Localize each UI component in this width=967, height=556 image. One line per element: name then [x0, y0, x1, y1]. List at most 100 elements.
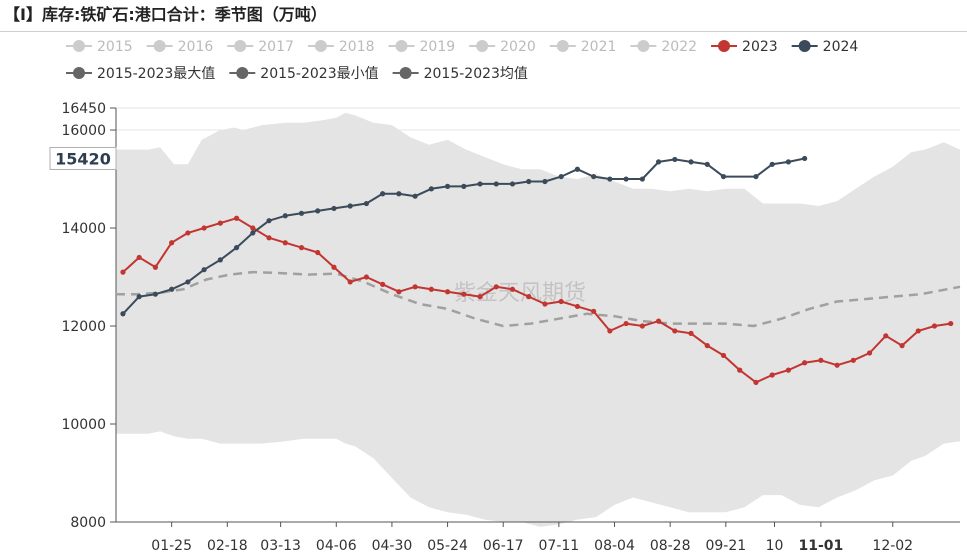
- data-point-2023: [185, 230, 191, 236]
- legend-label-2020: 2020: [500, 39, 536, 55]
- data-point-2024: [493, 181, 499, 187]
- data-point-2023: [136, 254, 142, 261]
- x-tick-label-03-13: 03-13: [260, 538, 301, 554]
- data-point-2023: [315, 249, 321, 256]
- legend-item-2018[interactable]: 2018: [307, 39, 375, 55]
- data-point-2023: [785, 367, 792, 373]
- legend-marker-2016: [153, 40, 166, 52]
- data-point-2023: [883, 333, 889, 339]
- data-point-2024: [769, 161, 775, 167]
- data-point-2024: [509, 181, 516, 187]
- legend-marker-2023: [718, 40, 731, 52]
- legend-item-2015-2023[interactable]: 2015-2023均值: [392, 66, 528, 82]
- data-point-2024: [380, 191, 386, 197]
- legend-item-2020[interactable]: 2020: [469, 39, 536, 55]
- legend: 2015 2016 2017 2018 2019 2020 2021 2022 2023 2024…: [66, 39, 858, 82]
- data-point-2023: [948, 320, 954, 327]
- legend-label-2019: 2019: [420, 39, 456, 55]
- legend-item-2015-2023[interactable]: 2015-2023最小值: [229, 66, 379, 82]
- legend-label-2015-2023: 2015-2023均值: [424, 66, 528, 82]
- legend-label-2024: 2024: [823, 39, 859, 55]
- legend-marker-2024: [798, 40, 811, 52]
- y-pointer-label: 15420: [55, 149, 111, 168]
- data-point-2023: [607, 328, 613, 334]
- series-line-2023: [122, 217, 951, 384]
- legend-marker-2018: [314, 40, 327, 52]
- legend-marker-2015-2023: [73, 67, 85, 79]
- data-point-2024: [720, 173, 727, 180]
- data-point-2024: [298, 210, 305, 216]
- data-point-2023: [899, 343, 905, 349]
- legend-label-2022: 2022: [661, 39, 697, 55]
- data-point-2023: [298, 245, 305, 251]
- legend-label-2017: 2017: [258, 39, 294, 55]
- data-point-2023: [266, 235, 272, 241]
- data-point-2024: [201, 267, 207, 273]
- legend-item-2017[interactable]: 2017: [227, 39, 294, 55]
- legend-label-2015-2023: 2015-2023最大值: [97, 66, 215, 82]
- chart-title: 【I】库存:铁矿石:港口合计：季节图（万吨）: [4, 5, 327, 24]
- legend-item-2024[interactable]: 2024: [791, 39, 859, 55]
- legend-label-2015-2023: 2015-2023最小值: [260, 66, 378, 82]
- data-point-2024: [315, 208, 321, 214]
- data-point-2024: [558, 173, 564, 180]
- data-point-2023: [477, 294, 483, 300]
- data-point-2023: [574, 303, 581, 310]
- data-point-2024: [655, 159, 662, 165]
- data-point-2023: [818, 357, 824, 363]
- y-tick-label-8000: 8000: [70, 515, 106, 531]
- data-point-2024: [802, 155, 808, 162]
- legend-marker-2015-2023: [399, 67, 412, 79]
- series-line-average: [116, 270, 961, 328]
- legend-item-2015[interactable]: 2015: [66, 39, 133, 55]
- legend-label-2023: 2023: [742, 39, 778, 55]
- legend-item-2015-2023[interactable]: 2015-2023最大值: [66, 66, 215, 82]
- y-tick-label-16450: 16450: [61, 101, 106, 117]
- data-point-2023: [509, 286, 516, 292]
- data-point-2024: [753, 173, 759, 180]
- data-point-2023: [720, 352, 727, 359]
- data-point-2023: [769, 372, 775, 378]
- data-point-2023: [380, 281, 386, 287]
- data-point-2023: [282, 240, 288, 246]
- data-point-2024: [120, 311, 126, 317]
- data-point-2023: [493, 284, 499, 290]
- data-point-2024: [396, 191, 402, 197]
- data-point-2024: [704, 161, 710, 167]
- data-point-2023: [704, 343, 710, 349]
- legend-item-2023[interactable]: 2023: [711, 39, 778, 55]
- legend-item-2016[interactable]: 2016: [146, 39, 214, 55]
- data-point-2024: [169, 286, 175, 292]
- data-point-2023: [347, 279, 353, 285]
- data-point-2023: [915, 328, 921, 334]
- legend-item-2021[interactable]: 2021: [549, 39, 617, 55]
- x-tick-label-04-06: 04-06: [316, 538, 357, 554]
- data-point-2023: [428, 286, 434, 292]
- data-point-2023: [834, 362, 840, 368]
- data-point-2023: [802, 360, 808, 366]
- data-point-2023: [591, 308, 597, 314]
- data-point-2023: [688, 330, 694, 336]
- data-point-2024: [185, 279, 191, 285]
- data-point-2024: [412, 193, 418, 199]
- data-point-2023: [753, 379, 759, 385]
- x-tick-label-05-24: 05-24: [427, 538, 468, 554]
- legend-item-2022[interactable]: 2022: [630, 39, 697, 55]
- y-axis-pointer: 15420: [49, 146, 117, 170]
- data-point-2023: [623, 320, 629, 327]
- max-min-band: [116, 112, 960, 527]
- data-point-2023: [169, 240, 175, 246]
- legend-item-2019[interactable]: 2019: [388, 39, 456, 55]
- y-pointer-box: [49, 146, 117, 170]
- series-lines: [116, 155, 961, 385]
- data-point-2023: [120, 269, 126, 275]
- legend-marker-2020: [476, 40, 489, 52]
- data-point-2023: [639, 323, 645, 329]
- legend-marker-2015-2023: [236, 67, 249, 79]
- data-point-2023: [217, 220, 223, 226]
- data-point-2023: [866, 350, 873, 356]
- data-point-2023: [233, 215, 240, 221]
- legend-marker-2022: [637, 40, 650, 52]
- data-point-2023: [558, 298, 564, 305]
